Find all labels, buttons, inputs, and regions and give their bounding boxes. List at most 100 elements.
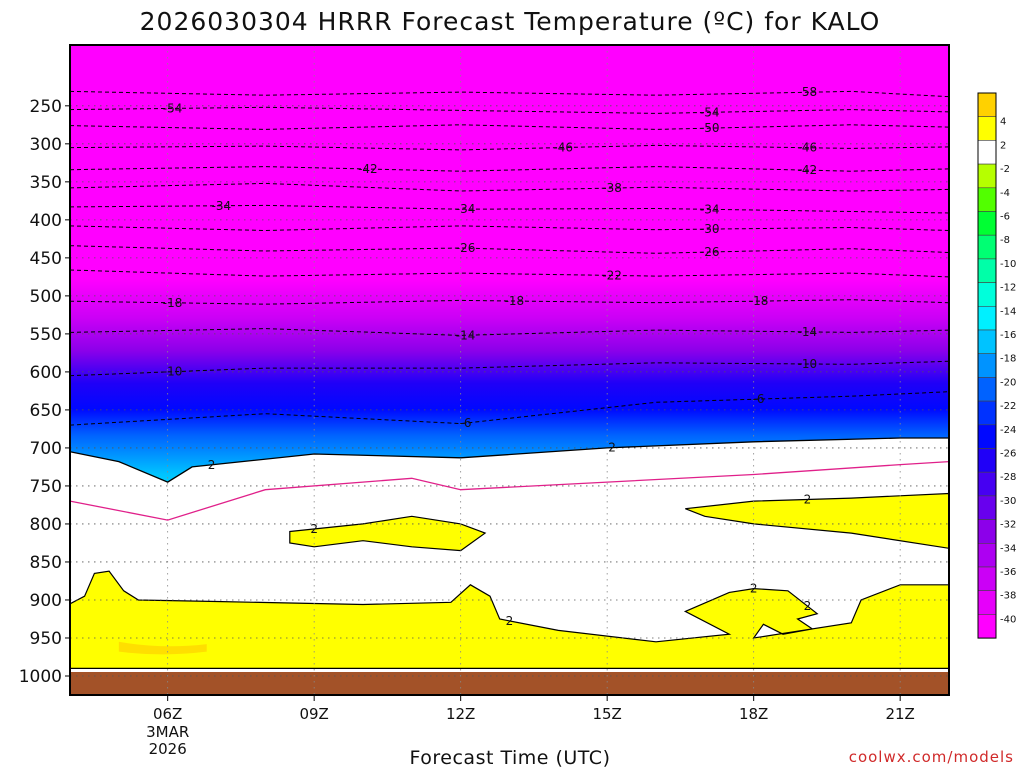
isotherm--42-label: -42: [358, 162, 378, 176]
x-tick-year: 2026: [149, 740, 187, 758]
colorbar-label: -34: [1000, 543, 1016, 554]
isotherm--6-label: -6: [460, 416, 472, 430]
y-tick-label: 400: [30, 211, 62, 231]
x-tick-date: 3MAR: [146, 723, 189, 741]
warm-layers: [70, 438, 949, 695]
plot-frame: [69, 44, 950, 696]
y-tick-label: 450: [30, 249, 62, 269]
colorbar-swatch: [977, 116, 997, 141]
colorbar-label: -14: [1000, 306, 1016, 317]
warm-pocket-2-label: 2: [804, 492, 812, 506]
colorbar-label: -36: [1000, 567, 1016, 578]
y-tick-label: 350: [30, 173, 62, 193]
colorbar-label: -28: [1000, 472, 1016, 483]
isotherm--26: [70, 245, 949, 254]
surface-warm-patch: [118, 641, 207, 655]
isotherm-2: [70, 437, 949, 483]
isotherm--22: [70, 269, 949, 278]
colorbar-swatch: [977, 542, 997, 568]
isotherm--42-label: -42: [798, 163, 818, 177]
colorbar-swatch: [977, 448, 997, 473]
isotherm--42: [70, 166, 949, 172]
isotherm--54: [70, 106, 949, 114]
colorbar-swatch: [977, 140, 997, 165]
colorbar-swatch: [977, 187, 997, 212]
y-tick-label: 600: [30, 363, 62, 383]
y-tick-label: 850: [30, 553, 62, 573]
warm-pocket-1: [289, 515, 487, 552]
colorbar-swatch: [977, 377, 997, 402]
isotherm--46-label: -46: [553, 141, 573, 155]
colorbar: 4 2 -2 -4 -6 -8 -10 -12 -14 -16 -18 -20 -22 -24 -26 -28…: [977, 92, 1016, 639]
colorbar-swatch: [977, 614, 997, 639]
isotherm-2-label: 2: [608, 441, 616, 455]
isotherm--38-label: -38: [602, 181, 622, 195]
isotherm--26-label: -26: [700, 245, 720, 259]
colorbar-label: 2: [1000, 140, 1006, 151]
colorbar-label: -18: [1000, 354, 1016, 365]
y-tick-label: 700: [30, 439, 62, 459]
colorbar-label: -22: [1000, 401, 1016, 412]
y-tick-label: 250: [30, 97, 62, 117]
y-tick-label: 650: [30, 401, 62, 421]
colorbar-swatch: [977, 211, 997, 236]
isotherm--58: [70, 90, 949, 98]
x-tick-label: 12Z: [446, 705, 475, 723]
colorbar-swatch: [977, 566, 997, 592]
isotherm--26-label: -26: [456, 241, 476, 255]
x-axis-label: Forecast Time (UTC): [410, 747, 611, 768]
isotherm--10-label: -10: [798, 357, 818, 371]
colorbar-swatch: [977, 424, 997, 449]
isotherm--18-label: -18: [505, 294, 525, 308]
colorbar-label: -4: [1000, 188, 1010, 199]
colorbar-swatch: [977, 234, 997, 260]
isotherm--30: [70, 225, 949, 232]
colorbar-label: -40: [1000, 614, 1016, 625]
isotherm--6: [70, 391, 949, 426]
isotherm--18: [70, 299, 949, 305]
isotherm--58-label: -58: [798, 85, 818, 99]
colorbar-swatch: [977, 471, 997, 497]
contour-labels: -58 -54 -54 -50 -46 -46 -42 -42 -38 -34 -34 -34 -30 -…: [163, 85, 818, 628]
y-tick-label: 750: [30, 477, 62, 497]
y-tick-label: 800: [30, 515, 62, 535]
colorbar-swatch: [977, 92, 997, 118]
colorbar-swatch: [977, 353, 997, 378]
colorbar-swatch: [977, 400, 997, 426]
colorbar-swatch: [977, 282, 997, 307]
x-tick-label: 21Z: [885, 705, 914, 723]
isotherm--14-label: -14: [456, 328, 476, 342]
colorbar-swatch: [977, 163, 997, 189]
x-tick-label: 09Z: [299, 705, 328, 723]
colorbar-label: -8: [1000, 235, 1010, 246]
colorbar-label: -16: [1000, 330, 1016, 341]
y-axis: 250 300 350 400 450 500 550 600 650 700 750 800 850 9…: [19, 97, 70, 687]
colorbar-label: -32: [1000, 520, 1016, 531]
isotherm--34: [70, 204, 949, 214]
colorbar-swatch: [977, 495, 997, 520]
ground-surface: [70, 672, 949, 695]
isotherm--46-label: -46: [798, 141, 818, 155]
isotherm--34-label: -34: [212, 199, 232, 213]
lower-warm-layer-label: 2: [804, 599, 812, 613]
isotherm--14-label: -14: [798, 325, 818, 339]
isotherm--34-label: -34: [700, 202, 720, 216]
warm-pocket-2: [685, 492, 949, 549]
y-tick-label: 300: [30, 135, 62, 155]
isotherm--14: [70, 328, 949, 336]
isotherm--50-label: -50: [700, 121, 720, 135]
lower-warm-layer-label: 2: [750, 582, 758, 596]
x-tick-label: 06Z: [153, 705, 182, 723]
isotherm--54-label: -54: [700, 105, 720, 119]
credit-text: coolwx.com/models: [849, 748, 1014, 766]
grid-lines: [70, 45, 949, 695]
colorbar-swatch: [977, 329, 997, 355]
colorbar-label: -24: [1000, 425, 1016, 436]
lower-warm-layer: [70, 570, 949, 669]
isotherm--54-label: -54: [163, 101, 183, 115]
x-tick-label: 15Z: [592, 705, 621, 723]
isotherm--10: [70, 360, 949, 377]
